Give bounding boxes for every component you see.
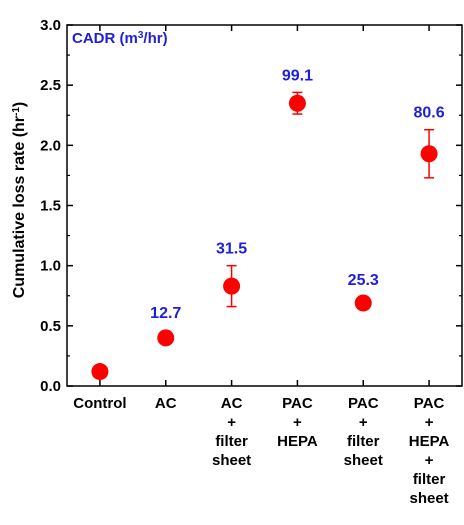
x-tick-label-line: + (425, 414, 434, 431)
x-tick-label-line: Control (73, 395, 126, 412)
cadr-data-label: 25.3 (348, 272, 379, 289)
y-tick-label: 0.5 (40, 318, 61, 335)
cadr-data-label: 31.5 (216, 241, 247, 258)
x-tick-label-line: filter (413, 471, 446, 488)
cadr-data-label: 80.6 (414, 105, 445, 122)
x-tick-label-line: + (227, 414, 236, 431)
x-tick-label-line: HEPA (409, 433, 450, 450)
cadr-annotation: CADR (m3/hr) (72, 30, 168, 48)
x-tick-label-line: + (425, 452, 434, 469)
data-point (223, 277, 241, 295)
data-point (157, 329, 175, 347)
x-tick-label: PAC + HEPA + filter sheet (409, 395, 450, 507)
data-point (91, 363, 109, 381)
data-point (288, 94, 306, 112)
x-tick-label: PAC + HEPA (277, 395, 318, 450)
x-tick-label-line: PAC (348, 395, 379, 412)
x-tick-label-line: filter (215, 433, 248, 450)
y-tick-label: 0.0 (40, 378, 61, 395)
x-tick-label: PAC + filter sheet (344, 395, 383, 469)
x-tick-label-line: + (293, 414, 302, 431)
x-tick-label-line: sheet (409, 490, 448, 507)
y-tick-label: 3.0 (40, 17, 61, 34)
y-tick-label: 2.0 (40, 137, 61, 154)
x-tick-label: AC (155, 395, 177, 412)
cadr-data-label: 99.1 (282, 67, 313, 84)
x-tick-label-line: AC (155, 395, 177, 412)
x-tick-label: AC + filter sheet (212, 395, 251, 469)
x-tick-label-line: PAC (282, 395, 313, 412)
y-tick-label: 2.5 (40, 77, 61, 94)
x-tick-label-line: sheet (212, 452, 251, 469)
x-tick-label-line: + (359, 414, 368, 431)
x-tick-label: Control (73, 395, 126, 412)
y-tick-label: 1.5 (40, 198, 61, 215)
x-tick-label-line: sheet (344, 452, 383, 469)
y-axis-label: Cumulative loss rate (hr-1) (11, 102, 29, 299)
axes: 0.0 0.5 1.0 1.5 2.0 2.5 3.0 Control AC AC + filter s… (40, 17, 463, 507)
x-tick-label-line: PAC (414, 395, 445, 412)
x-tick-label-line: filter (347, 433, 380, 450)
data-marks: 12.7 31.5 99.1 25.3 80.6 (91, 67, 445, 381)
data-point (420, 145, 438, 163)
plot-frame (66, 24, 463, 387)
y-tick-label: 1.0 (40, 258, 61, 275)
x-tick-label-line: AC (221, 395, 243, 412)
data-point (354, 294, 372, 312)
x-tick-label-line: HEPA (277, 433, 318, 450)
cadr-data-label: 12.7 (150, 305, 181, 322)
